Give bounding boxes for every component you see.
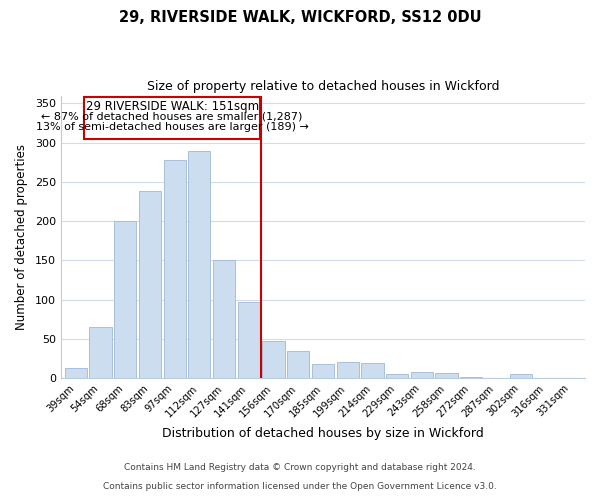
Text: Contains public sector information licensed under the Open Government Licence v3: Contains public sector information licen… [103,482,497,491]
Bar [411,372,433,378]
Bar [337,362,359,378]
FancyBboxPatch shape [85,97,260,138]
Bar [386,374,408,378]
Bar [188,150,211,378]
Bar [89,327,112,378]
Bar [238,302,260,378]
Bar [65,368,87,378]
Bar [509,374,532,378]
Text: Contains HM Land Registry data © Crown copyright and database right 2024.: Contains HM Land Registry data © Crown c… [124,464,476,472]
Title: Size of property relative to detached houses in Wickford: Size of property relative to detached ho… [147,80,499,93]
Text: 13% of semi-detached houses are larger (189) →: 13% of semi-detached houses are larger (… [36,122,308,132]
Bar [164,160,186,378]
Bar [139,192,161,378]
X-axis label: Distribution of detached houses by size in Wickford: Distribution of detached houses by size … [162,427,484,440]
Bar [312,364,334,378]
Bar [262,340,284,378]
Bar [460,376,482,378]
Bar [114,221,136,378]
Y-axis label: Number of detached properties: Number of detached properties [15,144,28,330]
Bar [361,364,383,378]
Text: ← 87% of detached houses are smaller (1,287): ← 87% of detached houses are smaller (1,… [41,112,303,122]
Text: 29, RIVERSIDE WALK, WICKFORD, SS12 0DU: 29, RIVERSIDE WALK, WICKFORD, SS12 0DU [119,10,481,25]
Bar [213,260,235,378]
Text: 29 RIVERSIDE WALK: 151sqm: 29 RIVERSIDE WALK: 151sqm [86,100,259,114]
Bar [436,372,458,378]
Bar [287,350,310,378]
